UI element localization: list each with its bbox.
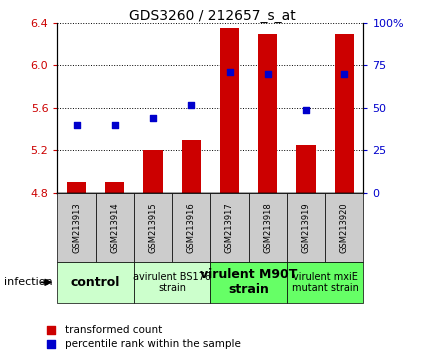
Bar bbox=[249, 193, 287, 262]
Point bbox=[303, 107, 309, 113]
Bar bbox=[220, 28, 239, 193]
Text: virulent M90T
strain: virulent M90T strain bbox=[200, 268, 298, 296]
Bar bbox=[296, 145, 315, 193]
Text: virulent mxiE
mutant strain: virulent mxiE mutant strain bbox=[292, 272, 359, 293]
Bar bbox=[287, 262, 363, 303]
Bar bbox=[57, 193, 96, 262]
Text: percentile rank within the sample: percentile rank within the sample bbox=[65, 339, 241, 349]
Point bbox=[264, 71, 271, 77]
Point bbox=[111, 122, 118, 128]
Text: transformed count: transformed count bbox=[65, 325, 163, 335]
Text: control: control bbox=[71, 276, 120, 289]
Bar bbox=[325, 193, 363, 262]
Bar bbox=[96, 193, 134, 262]
Text: GSM213913: GSM213913 bbox=[72, 202, 81, 253]
Bar bbox=[210, 262, 287, 303]
Text: GSM213919: GSM213919 bbox=[301, 202, 311, 253]
Bar bbox=[134, 193, 172, 262]
Point bbox=[150, 115, 156, 121]
Bar bbox=[57, 262, 134, 303]
Bar bbox=[181, 140, 201, 193]
Bar bbox=[172, 193, 210, 262]
Bar bbox=[258, 34, 277, 193]
Text: GSM213918: GSM213918 bbox=[263, 202, 272, 253]
Bar bbox=[335, 34, 354, 193]
Bar bbox=[143, 150, 162, 193]
Bar bbox=[287, 193, 325, 262]
Text: GSM213917: GSM213917 bbox=[225, 202, 234, 253]
Text: GSM213915: GSM213915 bbox=[148, 202, 158, 253]
Point bbox=[258, 148, 265, 154]
Bar bbox=[210, 193, 249, 262]
Text: GSM213914: GSM213914 bbox=[110, 202, 119, 253]
Bar bbox=[134, 262, 210, 303]
Text: avirulent BS176
strain: avirulent BS176 strain bbox=[133, 272, 211, 293]
Text: GDS3260 / 212657_s_at: GDS3260 / 212657_s_at bbox=[129, 9, 296, 23]
Point bbox=[188, 102, 195, 107]
Text: infection: infection bbox=[4, 277, 53, 287]
Bar bbox=[67, 182, 86, 193]
Text: GSM213916: GSM213916 bbox=[187, 202, 196, 253]
Point bbox=[226, 69, 233, 75]
Point bbox=[73, 122, 80, 128]
Bar bbox=[105, 182, 124, 193]
Point bbox=[258, 277, 265, 282]
Text: GSM213920: GSM213920 bbox=[340, 202, 349, 253]
Point bbox=[341, 71, 348, 77]
